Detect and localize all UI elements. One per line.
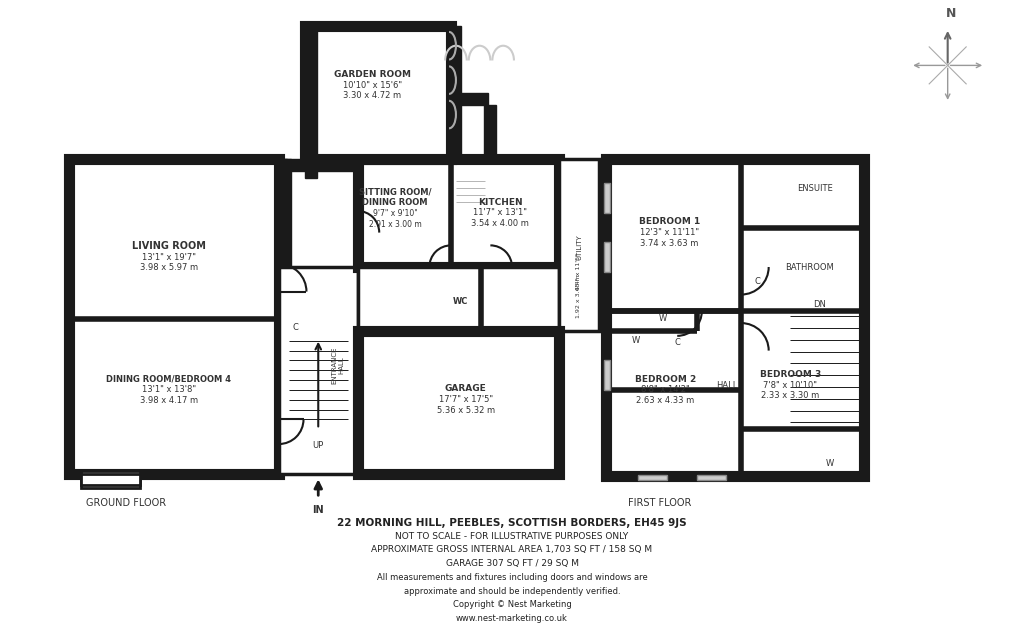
Bar [771, 169, 793, 196]
Text: APPROXIMATE GROSS INTERNAL AREA 1,703 SQ FT / 158 SQ M: APPROXIMATE GROSS INTERNAL AREA 1,703 SQ… [372, 545, 652, 555]
Bar [357, 159, 559, 267]
Text: All measurements and fixtures including doors and windows are: All measurements and fixtures including … [377, 573, 647, 582]
Text: N: N [945, 7, 955, 20]
Text: 22 MORNING HILL, PEEBLES, SCOTTISH BORDERS, EH45 9JS: 22 MORNING HILL, PEEBLES, SCOTTISH BORDE… [337, 518, 687, 528]
Bar [357, 331, 559, 473]
Ellipse shape [755, 207, 767, 219]
Text: 7'8" x 10'10": 7'8" x 10'10" [763, 381, 817, 390]
Text: 11'7" x 13'1": 11'7" x 13'1" [473, 208, 527, 217]
Text: 1.92 x 3.48 m: 1.92 x 3.48 m [577, 275, 582, 318]
Text: 2.91 x 3.00 m: 2.91 x 3.00 m [369, 220, 421, 229]
Bar [305, 26, 451, 159]
Text: GARDEN ROOM: GARDEN ROOM [334, 70, 411, 79]
Text: approximate and should be independently verified.: approximate and should be independently … [403, 587, 621, 596]
Bar [461, 164, 485, 181]
Text: 13'1" x 13'8": 13'1" x 13'8" [141, 385, 196, 394]
Bar [279, 159, 291, 267]
Text: 9'7" x 9'10": 9'7" x 9'10" [373, 209, 418, 218]
Text: C: C [293, 323, 299, 332]
Text: W: W [632, 336, 640, 345]
Bar [289, 341, 348, 429]
Bar [357, 267, 559, 331]
Bar [604, 360, 610, 390]
Text: 3.74 x 3.63 m: 3.74 x 3.63 m [640, 239, 698, 248]
Text: IN: IN [312, 505, 324, 515]
Bar [450, 26, 461, 159]
Text: BATHROOM: BATHROOM [785, 263, 835, 272]
Text: UP: UP [312, 441, 324, 450]
Bar [604, 242, 610, 272]
Text: W: W [825, 459, 834, 468]
Bar [484, 105, 497, 159]
Text: 17'7" x 17'5": 17'7" x 17'5" [438, 396, 493, 404]
Ellipse shape [773, 172, 790, 191]
Bar [279, 267, 357, 473]
Text: ENTRANCE
HALL: ENTRANCE HALL [332, 346, 344, 384]
Bar [606, 159, 864, 477]
Bar [305, 159, 317, 178]
Bar [835, 169, 856, 190]
Text: C: C [674, 338, 680, 347]
Text: BEDROOM 1: BEDROOM 1 [639, 217, 700, 226]
Bar [751, 203, 771, 223]
Bar [638, 475, 668, 481]
Text: DINING ROOM: DINING ROOM [362, 198, 428, 207]
Text: KITCHEN: KITCHEN [478, 197, 522, 206]
Bar [456, 178, 485, 206]
Circle shape [490, 167, 500, 178]
Text: W: W [658, 314, 667, 323]
Text: GROUND FLOOR: GROUND FLOOR [86, 498, 167, 508]
Text: HALL: HALL [716, 381, 737, 390]
Text: 3.98 x 4.17 m: 3.98 x 4.17 m [139, 396, 198, 405]
Text: LIVING ROOM: LIVING ROOM [132, 242, 206, 251]
Text: C: C [755, 277, 761, 286]
Text: 3.30 x 4.72 m: 3.30 x 4.72 m [343, 91, 401, 100]
Text: BEDROOM 2: BEDROOM 2 [635, 374, 696, 383]
Text: GARAGE 307 SQ FT / 29 SQ M: GARAGE 307 SQ FT / 29 SQ M [445, 559, 579, 568]
Bar [276, 159, 287, 267]
Text: BEDROOM 3: BEDROOM 3 [760, 370, 821, 379]
Text: NOT TO SCALE - FOR ILLUSTRATIVE PURPOSES ONLY: NOT TO SCALE - FOR ILLUSTRATIVE PURPOSES… [395, 532, 629, 541]
Text: Copyright © Nest Marketing: Copyright © Nest Marketing [453, 601, 571, 610]
Bar [791, 316, 859, 435]
Text: WC: WC [454, 297, 469, 306]
Bar [697, 475, 726, 481]
Bar [81, 473, 140, 486]
Bar [461, 164, 510, 181]
Text: GARAGE: GARAGE [444, 385, 486, 394]
Bar [559, 159, 599, 331]
Text: 13'1" x 19'7": 13'1" x 19'7" [141, 252, 196, 262]
Text: 8'8" x 14'2": 8'8" x 14'2" [641, 385, 690, 394]
Text: 12'3" x 11'11": 12'3" x 11'11" [640, 228, 699, 237]
Bar [70, 159, 279, 473]
Text: 10'10" x 15'6": 10'10" x 15'6" [343, 81, 401, 89]
Text: ENSUITE: ENSUITE [797, 184, 833, 193]
Text: SITTING ROOM/: SITTING ROOM/ [358, 187, 431, 196]
Bar [305, 26, 317, 159]
Text: DINING ROOM/BEDROOM 4: DINING ROOM/BEDROOM 4 [106, 374, 231, 383]
Text: UTILITY: UTILITY [575, 235, 582, 260]
Text: FIRST FLOOR: FIRST FLOOR [628, 498, 691, 508]
Circle shape [471, 167, 480, 178]
Bar [279, 159, 357, 171]
Text: 3.98 x 5.97 m: 3.98 x 5.97 m [139, 263, 198, 272]
Bar [81, 470, 140, 488]
Text: www.nest-marketing.co.uk: www.nest-marketing.co.uk [456, 614, 568, 623]
Text: 6'4" x 11'5": 6'4" x 11'5" [577, 254, 582, 291]
Bar [751, 233, 785, 302]
Bar [450, 93, 488, 105]
Bar [604, 183, 610, 213]
Text: 2.33 x 3.30 m: 2.33 x 3.30 m [761, 391, 819, 401]
Text: 2.63 x 4.33 m: 2.63 x 4.33 m [636, 396, 694, 405]
Text: 5.36 x 5.32 m: 5.36 x 5.32 m [436, 406, 495, 415]
Text: DN: DN [813, 300, 826, 309]
Text: 3.54 x 4.00 m: 3.54 x 4.00 m [471, 219, 529, 228]
